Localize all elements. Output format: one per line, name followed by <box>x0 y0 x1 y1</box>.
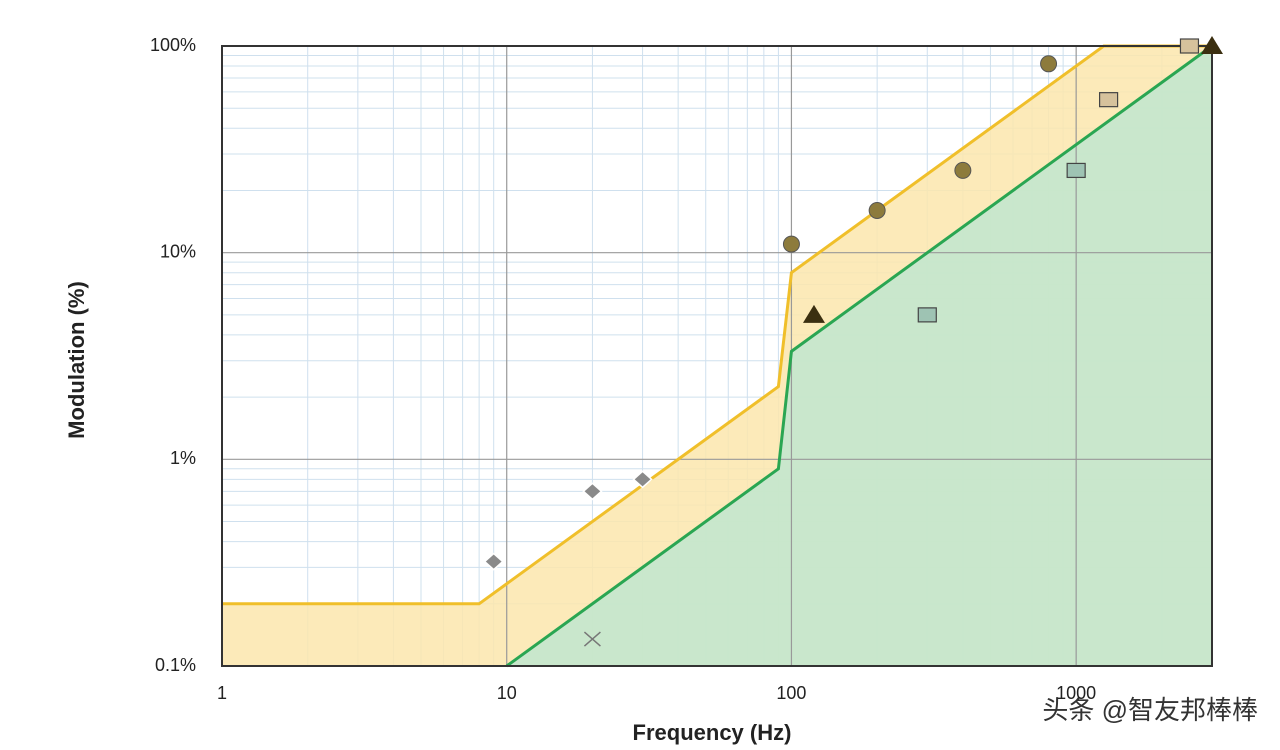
x-tick-label: 100 <box>776 683 806 703</box>
point <box>582 482 603 501</box>
line <box>505 44 1213 668</box>
watermark: 头条 @智友邦棒棒 <box>1042 695 1258 725</box>
point <box>583 631 601 647</box>
x-axis-label: Frequency (Hz) <box>633 720 792 745</box>
y-tick-label: 10% <box>160 241 196 261</box>
point <box>802 304 825 323</box>
point <box>1179 38 1200 54</box>
point <box>483 552 504 571</box>
point <box>632 470 653 489</box>
y-tick-label: 100% <box>150 35 196 55</box>
x-tick-label: 10 <box>497 683 517 703</box>
x-tick-label: 1000 <box>1056 683 1096 703</box>
point <box>782 235 800 253</box>
plot-frame <box>221 45 1213 667</box>
point <box>917 307 937 323</box>
point <box>1066 162 1086 179</box>
point <box>1201 36 1223 54</box>
area <box>506 46 1213 666</box>
y-tick-label: 0.1% <box>155 655 196 675</box>
point <box>954 161 972 179</box>
point <box>1098 92 1119 108</box>
point <box>1040 55 1058 73</box>
y-axis-label: Modulation (%) <box>64 281 89 439</box>
y-tick-label: 1% <box>170 448 196 468</box>
point <box>868 201 886 219</box>
x-tick-label: 1 <box>217 683 227 703</box>
